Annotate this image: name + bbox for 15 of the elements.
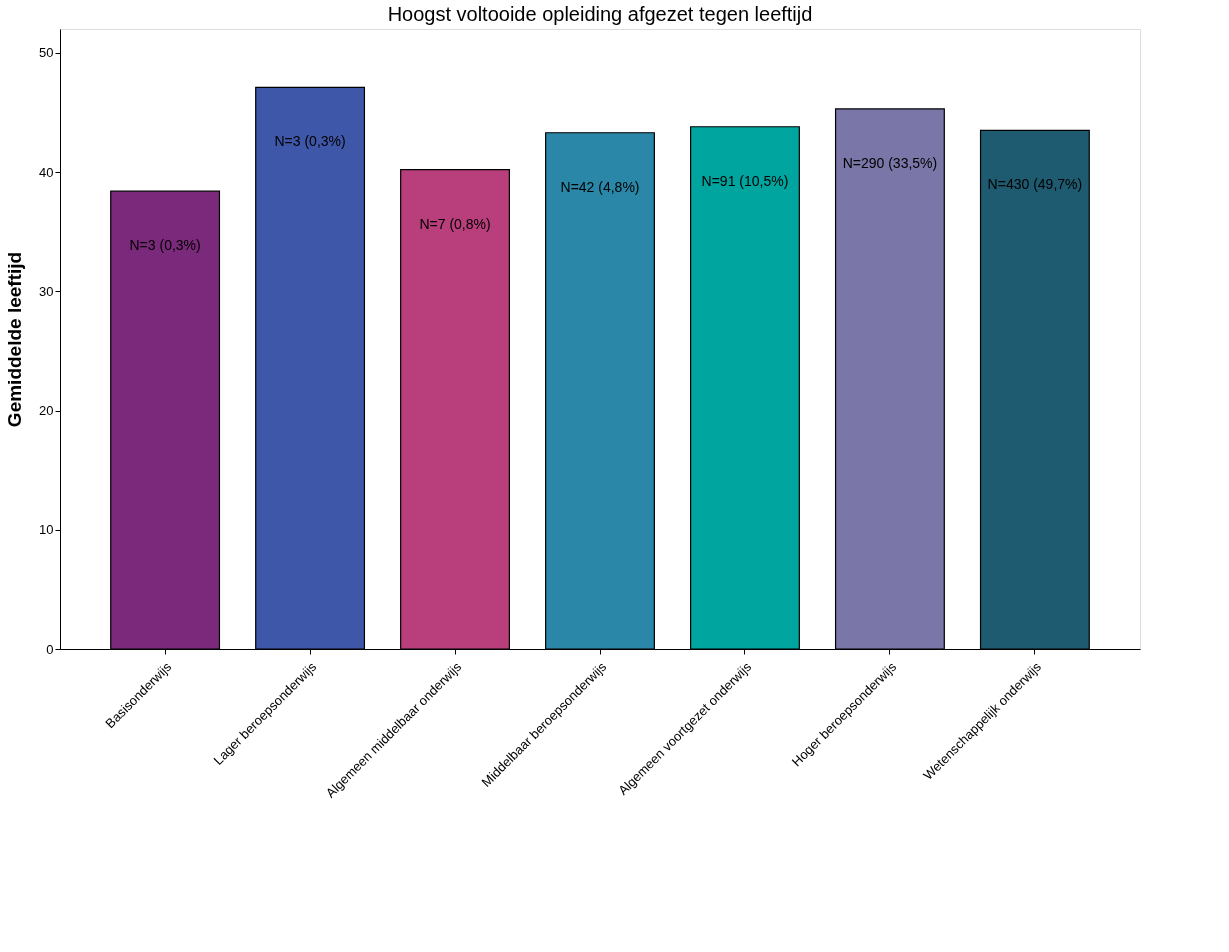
y-tick-label: 40 (39, 164, 54, 180)
y-tick-label: 20 (39, 403, 54, 419)
annotation: N=42 (4,8%) (560, 178, 640, 195)
annotation: N=3 (0,3%) (274, 133, 346, 150)
y-tick-label: 0 (46, 641, 54, 657)
y-tick-label: 50 (39, 45, 54, 61)
annotation: N=430 (49,7%) (987, 176, 1083, 193)
y-axis-title: Gemiddelde leeftijd (4, 251, 26, 428)
annotation: N=7 (0,8%) (419, 215, 491, 232)
y-tick-label: 30 (39, 283, 54, 299)
annotation: N=91 (10,5%) (701, 172, 789, 189)
annotation: N=290 (33,5%) (842, 154, 938, 171)
annotation: N=3 (0,3%) (129, 237, 201, 254)
chart-title: Hoogst voltooide opleiding afgezet tegen leeftijd (387, 3, 813, 25)
y-tick-label: 10 (39, 522, 54, 538)
